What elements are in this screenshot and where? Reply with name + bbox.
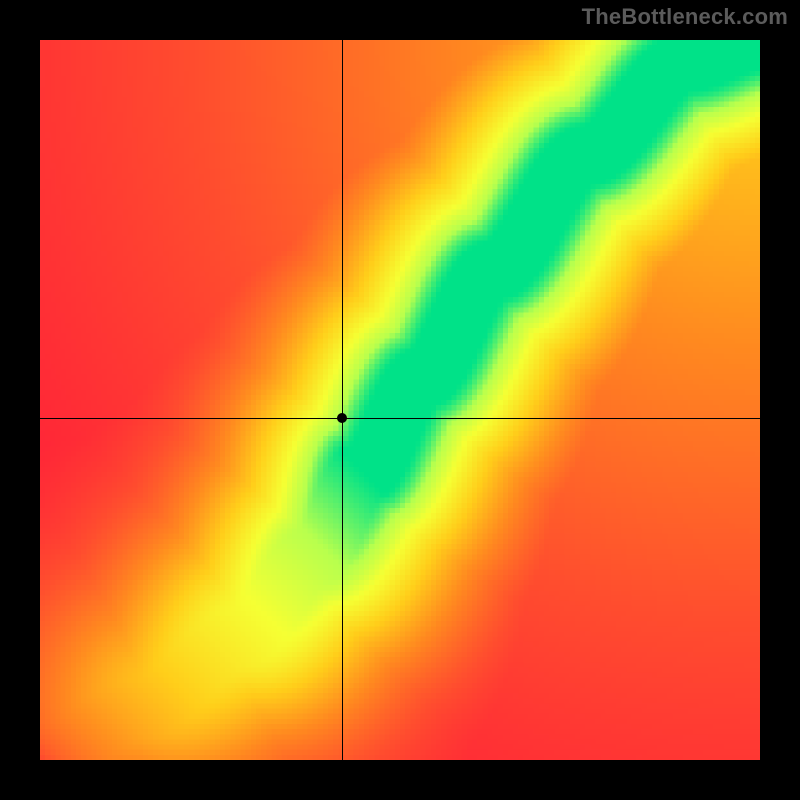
crosshair-vertical: [342, 40, 343, 760]
data-point-marker: [337, 413, 347, 423]
watermark-text: TheBottleneck.com: [582, 4, 788, 30]
crosshair-horizontal: [40, 418, 760, 419]
